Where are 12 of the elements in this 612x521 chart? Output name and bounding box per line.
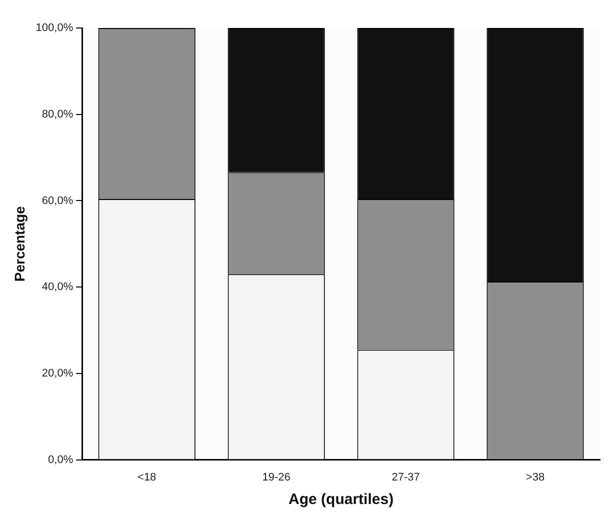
y-tick-label: 0,0% (48, 454, 74, 466)
x-tick-label: 19-26 (262, 471, 290, 484)
y-axis-title: Percentage (11, 206, 28, 282)
y-tick-label: 40,0% (42, 281, 74, 294)
x-tick-label: <18 (138, 471, 156, 484)
x-axis-title: Age (quartiles) (288, 491, 394, 508)
y-tick-label: 80,0% (42, 108, 74, 120)
x-tick-label: >38 (526, 471, 545, 484)
x-tick-label: 27-37 (392, 471, 420, 484)
y-tick-label: 20,0% (42, 367, 74, 380)
y-tick-label: 60,0% (42, 194, 74, 207)
y-tick-label: 100,0% (36, 22, 74, 34)
